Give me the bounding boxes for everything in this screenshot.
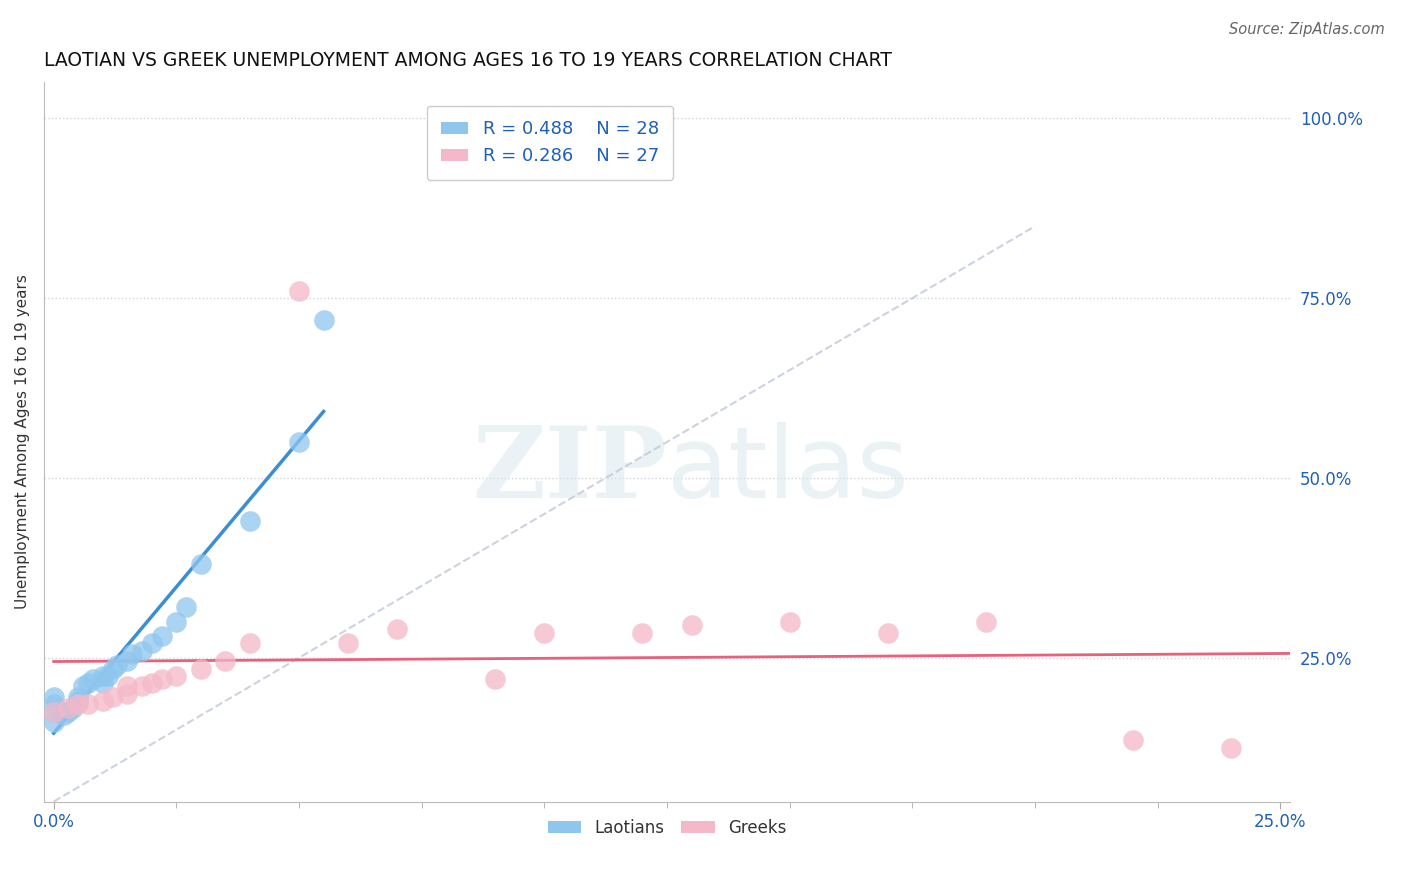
Point <box>131 643 153 657</box>
Point <box>174 600 197 615</box>
Point <box>484 673 506 687</box>
Point <box>385 622 408 636</box>
Point <box>121 647 143 661</box>
Point <box>58 705 80 719</box>
Point <box>77 698 100 712</box>
Point <box>239 636 262 650</box>
Point <box>91 669 114 683</box>
Point <box>779 615 801 629</box>
Point <box>533 625 555 640</box>
Point <box>117 680 139 694</box>
Point <box>165 669 187 683</box>
Point <box>117 687 139 701</box>
Point <box>42 698 65 712</box>
Point <box>1220 740 1243 755</box>
Y-axis label: Unemployment Among Ages 16 to 19 years: Unemployment Among Ages 16 to 19 years <box>15 275 30 609</box>
Point <box>141 636 163 650</box>
Point <box>67 694 90 708</box>
Point <box>876 625 898 640</box>
Point <box>631 625 654 640</box>
Point <box>97 669 120 683</box>
Point <box>239 514 262 528</box>
Point <box>67 698 90 712</box>
Point <box>1122 733 1144 747</box>
Text: ZIP: ZIP <box>472 422 666 519</box>
Point <box>214 654 236 668</box>
Point <box>82 673 104 687</box>
Point <box>150 673 173 687</box>
Point <box>77 676 100 690</box>
Point <box>288 434 311 449</box>
Point <box>150 629 173 643</box>
Point <box>58 701 80 715</box>
Point <box>107 657 129 672</box>
Text: Source: ZipAtlas.com: Source: ZipAtlas.com <box>1229 22 1385 37</box>
Point <box>42 705 65 719</box>
Point <box>117 654 139 668</box>
Legend: Laotians, Greeks: Laotians, Greeks <box>541 813 793 844</box>
Point <box>681 618 703 632</box>
Point <box>72 680 94 694</box>
Point <box>141 676 163 690</box>
Point <box>67 690 90 705</box>
Point <box>91 694 114 708</box>
Text: LAOTIAN VS GREEK UNEMPLOYMENT AMONG AGES 16 TO 19 YEARS CORRELATION CHART: LAOTIAN VS GREEK UNEMPLOYMENT AMONG AGES… <box>44 51 891 70</box>
Point <box>312 312 335 326</box>
Point <box>101 661 124 675</box>
Point <box>42 705 65 719</box>
Point <box>190 661 212 675</box>
Text: atlas: atlas <box>666 422 908 519</box>
Point <box>42 690 65 705</box>
Point <box>101 690 124 705</box>
Point <box>974 615 997 629</box>
Point <box>131 680 153 694</box>
Point <box>42 715 65 730</box>
Point <box>62 701 84 715</box>
Point <box>288 284 311 298</box>
Point <box>190 558 212 572</box>
Point <box>337 636 360 650</box>
Point <box>91 676 114 690</box>
Point <box>165 615 187 629</box>
Point <box>52 708 75 723</box>
